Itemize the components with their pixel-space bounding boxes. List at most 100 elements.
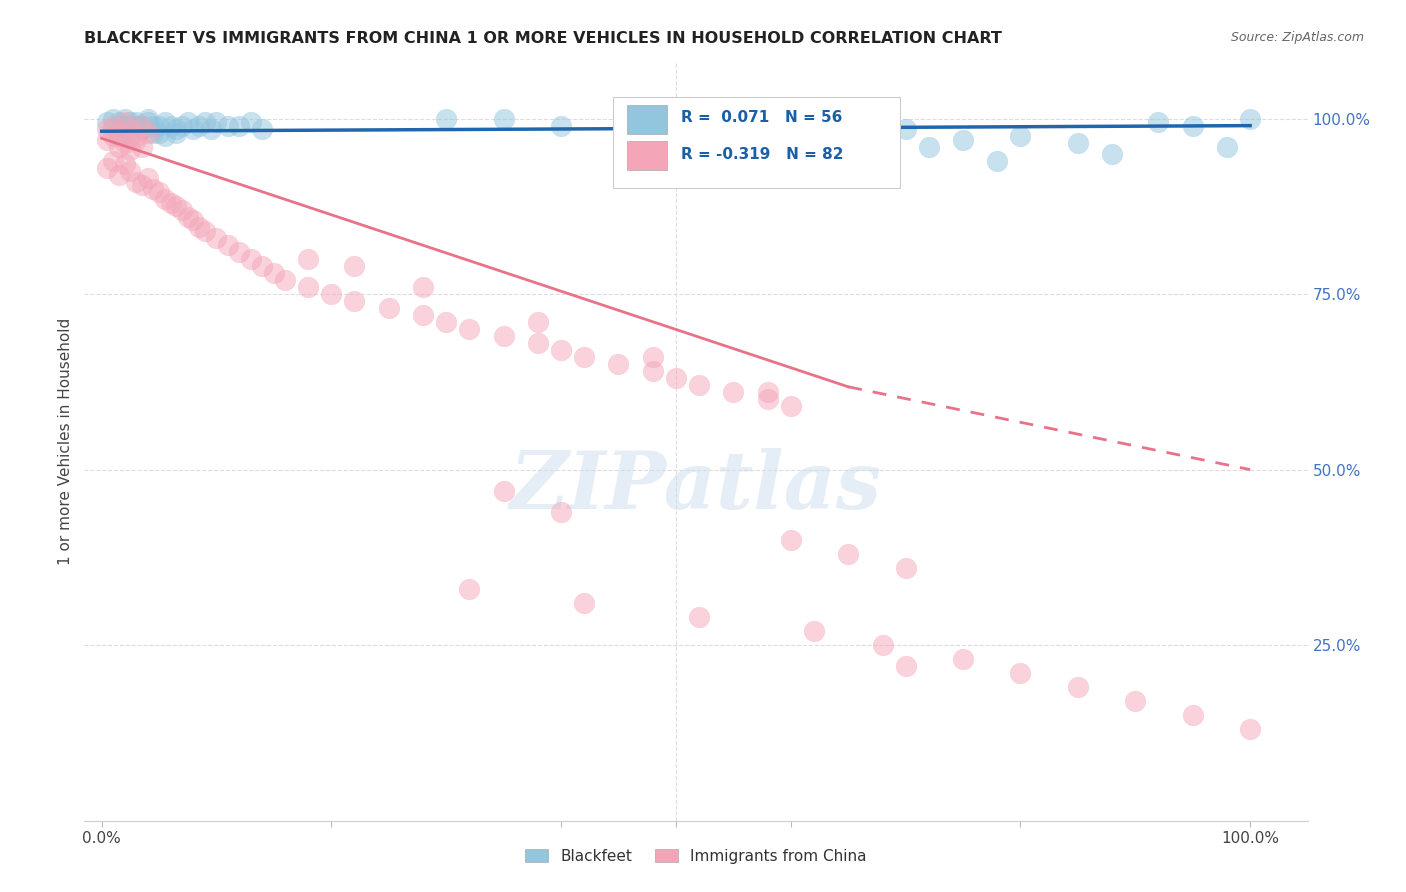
Point [986, 153, 1008, 168]
Point [607, 357, 630, 371]
Point [1123, 694, 1146, 708]
Point [239, 115, 262, 129]
Point [527, 315, 550, 329]
Point [665, 371, 688, 385]
Point [125, 119, 148, 133]
Point [1010, 666, 1032, 681]
Text: BLACKFEET VS IMMIGRANTS FROM CHINA 1 OR MORE VEHICLES IN HOUSEHOLD CORRELATION C: BLACKFEET VS IMMIGRANTS FROM CHINA 1 OR … [84, 31, 1002, 46]
Point [108, 139, 131, 153]
Point [165, 122, 187, 136]
Point [101, 129, 124, 144]
Point [492, 483, 515, 498]
Point [217, 119, 239, 133]
Point [136, 115, 159, 129]
Point [228, 119, 250, 133]
Point [1147, 115, 1170, 129]
Point [142, 182, 165, 196]
Point [131, 119, 153, 133]
FancyBboxPatch shape [613, 96, 900, 187]
Point [131, 178, 153, 193]
Point [252, 259, 274, 273]
Point [120, 143, 142, 157]
Point [412, 280, 434, 294]
Point [114, 115, 136, 129]
Point [434, 112, 457, 126]
Point [572, 596, 595, 610]
Point [550, 119, 572, 133]
Point [723, 385, 745, 400]
Text: R = -0.319   N = 82: R = -0.319 N = 82 [682, 146, 844, 161]
Point [550, 505, 572, 519]
Point [120, 164, 142, 178]
Point [114, 136, 136, 151]
Point [837, 547, 859, 561]
Point [101, 119, 124, 133]
Point [96, 133, 118, 147]
Point [917, 139, 939, 153]
Point [205, 115, 228, 129]
Point [159, 195, 181, 210]
Point [131, 122, 153, 136]
Point [688, 610, 710, 624]
Point [177, 115, 200, 129]
Point [183, 122, 205, 136]
Y-axis label: 1 or more Vehicles in Household: 1 or more Vehicles in Household [58, 318, 73, 566]
Point [803, 624, 825, 639]
Bar [627, 105, 666, 134]
Point [114, 157, 136, 171]
Point [188, 220, 211, 235]
Point [153, 115, 176, 129]
Point [1181, 708, 1204, 723]
Point [458, 582, 481, 596]
Point [136, 171, 159, 186]
Point [120, 122, 142, 136]
Point [108, 168, 131, 182]
Point [101, 153, 124, 168]
Point [1239, 723, 1261, 737]
Point [148, 119, 170, 133]
Point [228, 244, 250, 259]
Point [492, 112, 515, 126]
Point [894, 561, 917, 575]
Point [1216, 139, 1239, 153]
Point [148, 186, 170, 200]
Point [165, 126, 187, 140]
Point [153, 129, 176, 144]
Point [952, 652, 974, 666]
Point [872, 638, 894, 652]
Point [297, 252, 319, 266]
Point [125, 175, 148, 189]
Point [321, 287, 343, 301]
Point [114, 126, 136, 140]
Point [96, 122, 118, 136]
Point [205, 231, 228, 245]
Point [872, 146, 894, 161]
Point [108, 126, 131, 140]
Point [120, 119, 142, 133]
Bar [627, 141, 666, 170]
Point [412, 308, 434, 322]
Point [458, 322, 481, 336]
Point [952, 133, 974, 147]
Point [194, 115, 217, 129]
Point [101, 112, 124, 126]
Point [641, 364, 664, 378]
Point [200, 122, 222, 136]
Point [108, 115, 131, 129]
Text: Source: ZipAtlas.com: Source: ZipAtlas.com [1230, 31, 1364, 45]
Point [136, 112, 159, 126]
Point [252, 122, 274, 136]
Point [343, 294, 366, 309]
Point [125, 133, 148, 147]
Point [114, 112, 136, 126]
Point [1067, 680, 1090, 694]
Point [492, 329, 515, 343]
Point [153, 192, 176, 206]
Point [1010, 129, 1032, 144]
Point [239, 252, 262, 266]
Legend: Blackfeet, Immigrants from China: Blackfeet, Immigrants from China [519, 843, 873, 870]
Point [96, 115, 118, 129]
Point [142, 119, 165, 133]
Point [125, 115, 148, 129]
Point [96, 161, 118, 175]
